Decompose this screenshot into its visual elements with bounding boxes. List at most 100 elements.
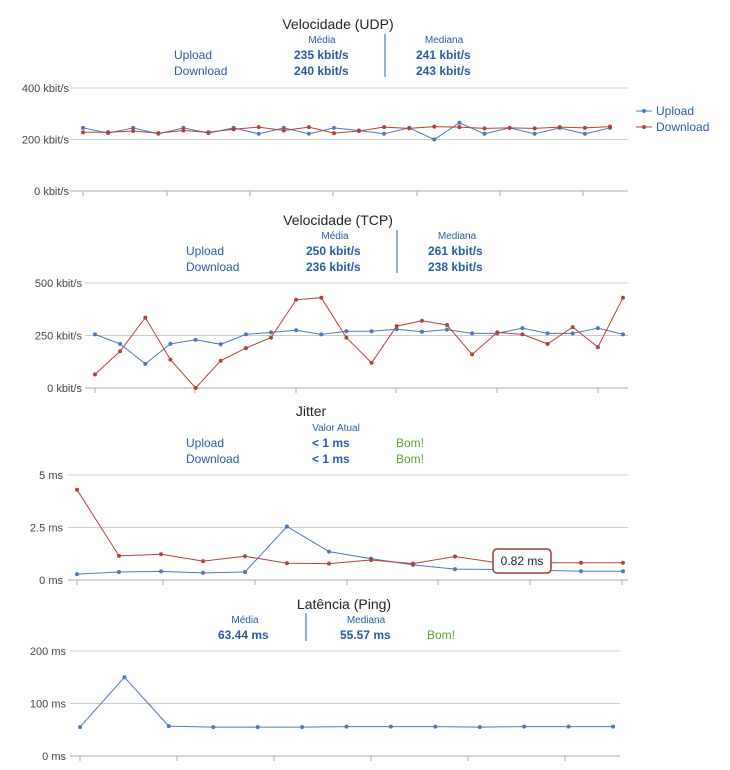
jitter-tooltip: 0.82 ms <box>492 548 552 574</box>
tcp-download-point <box>294 297 299 302</box>
ping-ping-point <box>344 724 349 729</box>
ping-ping-point <box>255 725 260 730</box>
legend-upload-marker <box>642 109 646 113</box>
tcp-header-media: Média <box>321 231 349 242</box>
tcp-ytick-label: 0 kbit/s <box>47 383 82 395</box>
udp-download-line <box>83 126 611 134</box>
jitter-download-point <box>411 561 415 566</box>
ping-ping-point <box>122 675 127 680</box>
tcp-download-point <box>118 349 123 354</box>
jitter-download-value: < 1 ms <box>312 452 350 466</box>
jitter-chart: Jitter Valor Atual Upload < 1 ms Bom! Do… <box>30 403 628 587</box>
udp-row-upload-label: Upload <box>174 48 212 62</box>
ping-ping-point <box>211 725 216 730</box>
tcp-header-mediana: Mediana <box>438 231 477 242</box>
tcp-download-point <box>419 318 424 323</box>
jitter-row-download-label: Download <box>186 452 239 466</box>
tcp-upload-point <box>595 326 600 331</box>
udp-upload-point <box>532 131 537 136</box>
ping-ytick-label: 200 ms <box>30 646 67 658</box>
ping-ping-point <box>611 724 615 729</box>
tcp-download-point <box>344 335 349 340</box>
ping-ping-point <box>433 724 438 729</box>
jitter-download-point <box>369 558 373 562</box>
udp-download-point <box>156 131 161 136</box>
jitter-download-point <box>159 552 163 557</box>
tcp-download-point <box>595 345 600 350</box>
ping-quality: Bom! <box>427 628 455 642</box>
tcp-download-point <box>470 352 475 357</box>
tcp-upload-point <box>445 327 449 332</box>
ping-plot: 0 ms 100 ms 200 ms <box>30 646 620 763</box>
udp-download-point <box>281 128 286 133</box>
jitter-upload-point <box>243 570 247 574</box>
udp-download-point <box>181 128 186 133</box>
ping-ping-point <box>388 724 393 729</box>
udp-upload-point <box>582 131 587 136</box>
udp-download-point <box>306 125 311 130</box>
jitter-download-point <box>75 487 79 492</box>
ping-media-value: 63.44 ms <box>218 628 269 642</box>
legend-download[interactable]: Download <box>636 120 709 134</box>
tcp-upload-point <box>319 332 324 337</box>
tcp-ytick-label: 250 kbit/s <box>35 331 83 343</box>
tcp-upload-point <box>218 342 223 347</box>
udp-upload-point <box>457 120 462 125</box>
tcp-chart: Velocidade (TCP) Média Mediana Upload 25… <box>35 212 628 395</box>
tcp-upload-mediana: 261 kbit/s <box>428 244 483 258</box>
udp-upload-mediana: 241 kbit/s <box>416 48 471 62</box>
tcp-download-point <box>168 357 173 362</box>
legend-download-label: Download <box>656 120 709 134</box>
tcp-upload-point <box>193 337 198 342</box>
udp-upload-point <box>482 131 487 136</box>
udp-row-download-label: Download <box>174 64 227 78</box>
udp-download-point <box>507 125 512 130</box>
tcp-download-media: 236 kbit/s <box>306 260 361 274</box>
udp-download-point <box>106 130 111 135</box>
jitter-download-point <box>621 560 625 565</box>
udp-title: Velocidade (UDP) <box>282 16 393 32</box>
tcp-upload-point <box>269 330 273 335</box>
tcp-upload-point <box>570 331 575 336</box>
udp-download-point <box>557 125 562 130</box>
tcp-upload-point <box>545 331 550 336</box>
tcp-download-point <box>369 360 374 365</box>
udp-download-point <box>608 124 612 129</box>
legend-upload[interactable]: Upload <box>636 104 694 118</box>
udp-download-point <box>357 129 361 133</box>
jitter-download-point <box>453 554 457 559</box>
jitter-download-point <box>117 553 121 558</box>
udp-upload-point <box>81 125 85 130</box>
udp-download-point <box>407 126 412 131</box>
jitter-download-quality: Bom! <box>396 452 424 466</box>
udp-ytick-label: 200 kbit/s <box>22 135 70 147</box>
ping-ping-point <box>78 725 82 730</box>
tcp-upload-point <box>369 329 374 334</box>
ping-ping-point <box>477 725 482 730</box>
jitter-upload-point <box>453 567 457 572</box>
tcp-upload-line <box>94 327 624 365</box>
ping-title: Latência (Ping) <box>297 596 391 612</box>
tcp-download-point <box>495 330 500 335</box>
udp-download-point <box>457 125 462 130</box>
ping-ping-line <box>79 676 613 728</box>
ping-ping-point <box>300 725 305 730</box>
tcp-upload-point <box>470 331 475 336</box>
jitter-title: Jitter <box>296 403 327 419</box>
ping-header-media: Média <box>231 615 259 626</box>
udp-upload-point <box>131 125 136 130</box>
tcp-row-upload-label: Upload <box>186 244 224 258</box>
udp-download-point <box>256 125 261 130</box>
jitter-row-upload-label: Upload <box>186 436 224 450</box>
udp-upload-point <box>306 131 311 136</box>
tcp-upload-point <box>93 332 97 337</box>
tcp-download-point <box>445 323 449 327</box>
udp-upload-line <box>82 122 611 141</box>
jitter-upload-point <box>621 569 625 574</box>
jitter-upload-point <box>75 572 79 577</box>
jitter-tooltip-box <box>492 548 552 574</box>
udp-download-media: 240 kbit/s <box>294 64 349 78</box>
tcp-title: Velocidade (TCP) <box>283 212 393 228</box>
tcp-download-point <box>143 315 148 320</box>
jitter-upload-point <box>159 569 163 574</box>
